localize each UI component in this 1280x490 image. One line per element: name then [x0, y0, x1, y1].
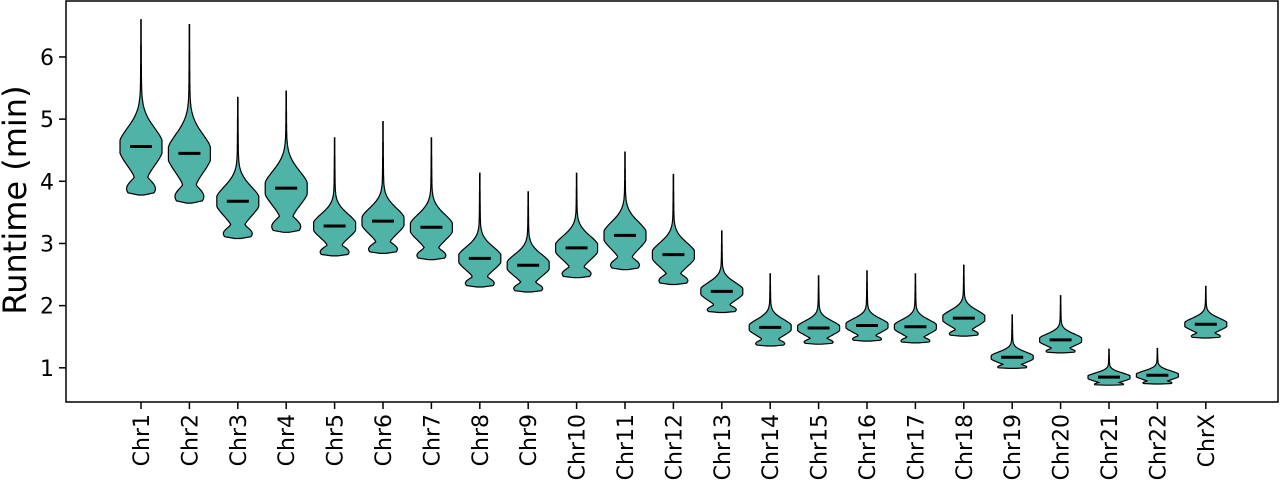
violin-chr3 [216, 96, 260, 240]
x-tick-label: Chr19 [1001, 414, 1026, 480]
y-tick-label: 2 [40, 295, 54, 320]
x-tick-label: Chr3 [227, 414, 252, 466]
x-tick-label: Chr21 [1098, 414, 1123, 480]
violin-chr18 [942, 264, 986, 337]
x-tick-label: Chr4 [275, 414, 300, 466]
violin-chr15 [797, 275, 841, 345]
violin-chr2 [167, 24, 211, 204]
y-tick-label: 6 [40, 46, 54, 71]
y-tick-label: 5 [40, 108, 54, 133]
x-tick-label: ChrX [1195, 414, 1220, 467]
plot-frame [65, 0, 1279, 403]
x-tick-label: Chr9 [517, 414, 542, 466]
x-tick-label: Chr16 [856, 414, 881, 480]
x-tick-label: Chr1 [130, 414, 155, 466]
y-tick-label: 3 [40, 232, 54, 257]
x-tick-label: Chr15 [808, 414, 833, 480]
violin-chr12 [651, 173, 695, 286]
y-tick-label: 4 [40, 170, 54, 195]
x-tick-label: Chr11 [614, 414, 639, 480]
violin-chr22 [1135, 347, 1179, 385]
violin-chr19 [990, 314, 1034, 369]
violin-chr11 [603, 151, 647, 271]
x-tick-label: Chr13 [711, 414, 736, 480]
violin-chr5 [313, 137, 357, 257]
violin-chr14 [748, 273, 792, 347]
x-axis: Chr1 Chr2 Chr3 Chr4 Chr5 Chr6 Chr7 Chr8 Chr9 Chr1… [130, 402, 1220, 480]
x-tick-label: Chr5 [324, 414, 349, 466]
y-tick-label: 1 [40, 357, 54, 382]
x-tick-label: Chr20 [1050, 414, 1075, 480]
violin-chr8 [458, 172, 502, 288]
violin-chr6 [361, 121, 405, 254]
violin-chr16 [845, 270, 889, 342]
x-tick-label: Chr2 [178, 414, 203, 466]
x-tick-label: Chr8 [469, 414, 494, 466]
violin-chr10 [555, 172, 599, 279]
x-tick-label: Chr14 [759, 414, 784, 480]
violin-chrx [1184, 285, 1228, 339]
violin-chr1 [119, 19, 163, 196]
x-tick-label: Chr22 [1146, 414, 1171, 480]
violin-chr17 [893, 273, 937, 344]
violin-chr13 [700, 230, 744, 314]
violin-chr20 [1039, 295, 1083, 354]
x-tick-label: Chr18 [953, 414, 978, 480]
violin-chr9 [506, 191, 550, 293]
violin-chr21 [1087, 348, 1131, 386]
x-tick-label: Chr12 [662, 414, 687, 480]
x-tick-label: Chr17 [904, 414, 929, 480]
x-tick-label: Chr10 [566, 414, 591, 480]
x-tick-label: Chr7 [420, 414, 445, 466]
y-axis: 1 2 3 4 5 6 [40, 46, 66, 382]
y-axis-label: Runtime (min) [0, 85, 34, 314]
x-tick-label: Chr6 [372, 414, 397, 466]
violin-chr4 [264, 90, 308, 233]
violin-chr7 [409, 137, 453, 261]
violins [119, 19, 1228, 386]
